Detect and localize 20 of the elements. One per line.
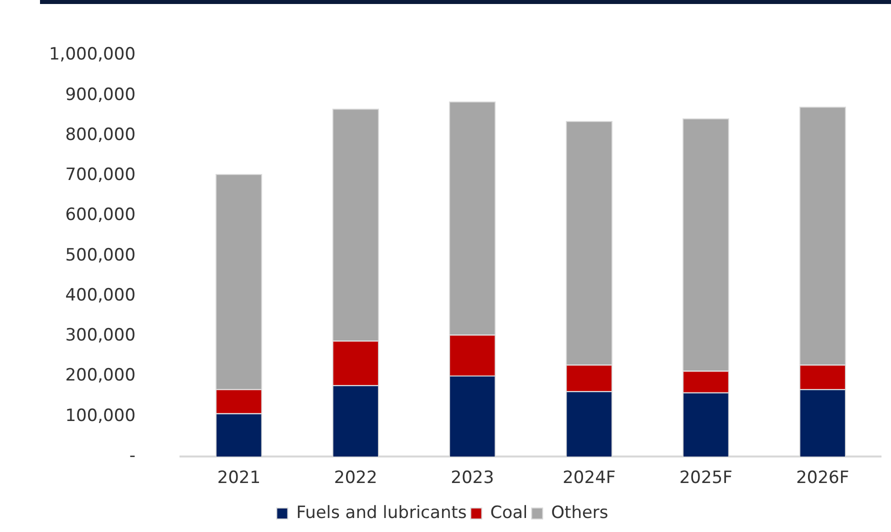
y-tick-label: 800,000 [65,124,136,145]
y-tick-label: 200,000 [65,366,136,386]
x-tick-label: 2026F [796,468,850,488]
x-tick-label: 2025F [679,468,732,488]
y-tick-label: 700,000 [65,165,136,186]
legend-label: Coal [490,502,528,523]
x-tick-label: 2024F [562,468,616,488]
legend-label: Others [551,502,608,523]
y-tick-label: 400,000 [65,285,136,306]
y-tick-label: 900,000 [65,84,136,105]
y-tick-label: 100,000 [65,406,136,426]
y-tick-label: 600,000 [65,205,136,226]
x-tick-label: 2023 [450,468,494,488]
x-tick-label: 2022 [334,468,378,488]
y-tick-label: 500,000 [65,245,136,266]
legend-label: Fuels and lubricants [296,502,467,523]
y-tick-label: - [129,446,136,466]
x-tick-label: 2021 [217,468,261,488]
y-tick-label: 300,000 [65,326,136,346]
y-tick-label: 1,000,000 [48,44,136,65]
